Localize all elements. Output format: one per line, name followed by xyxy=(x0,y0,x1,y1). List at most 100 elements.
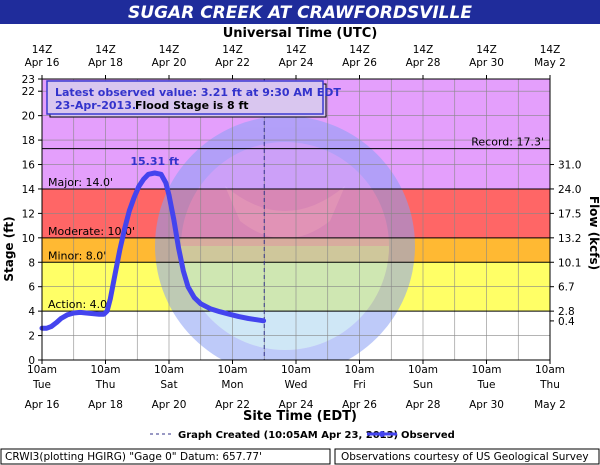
bottom-tick-date: Apr 16 xyxy=(25,399,60,411)
observed-point xyxy=(104,308,110,314)
threshold-label: Action: 4.0' xyxy=(48,298,110,311)
observed-point xyxy=(122,227,127,232)
y-tick-label: 20 xyxy=(22,111,35,123)
y2-tick-label: 2.8 xyxy=(558,306,575,318)
top-tick-date: Apr 20 xyxy=(152,57,187,69)
top-tick-label: 14Z xyxy=(222,44,243,56)
bottom-tick-date: Apr 20 xyxy=(152,399,187,411)
bottom-tick-day: Sun xyxy=(413,379,433,391)
observed-point xyxy=(171,217,176,222)
bottom-tick-date: Apr 28 xyxy=(406,399,441,411)
observed-point xyxy=(96,311,102,317)
observed-point xyxy=(49,324,54,329)
bottom-tick-time: 10am xyxy=(344,364,374,376)
observed-point xyxy=(158,172,164,177)
top-tick-date: Apr 16 xyxy=(25,57,60,69)
watermark-group xyxy=(155,116,415,360)
top-tick-label: 14Z xyxy=(159,44,180,56)
info-flood-stage: Flood Stage is 8 ft xyxy=(135,99,249,112)
observed-point xyxy=(254,317,259,322)
top-tick-label: 14Z xyxy=(413,44,434,56)
bottom-tick-time: 10am xyxy=(281,364,311,376)
flow-axis-ticks: 0.42.8 6.7 10.1 13.2 17.5 24.0 31.0 xyxy=(550,160,581,328)
y2-tick-label: 6.7 xyxy=(558,282,575,294)
chart-title: SUGAR CREEK AT CRAWFORDSVILLE xyxy=(128,3,472,23)
y-tick-label: 16 xyxy=(22,160,36,172)
y-axis-label: Stage (ft) xyxy=(2,216,16,281)
bottom-tick-time: 10am xyxy=(408,364,438,376)
bottom-tick-date: Apr 24 xyxy=(279,399,314,411)
bottom-tick-date: Apr 22 xyxy=(215,399,250,411)
top-tick-date: Apr 18 xyxy=(88,57,123,69)
observed-point xyxy=(71,310,76,316)
top-tick-date: Apr 24 xyxy=(279,57,314,69)
y2-tick-label: 13.2 xyxy=(558,233,581,245)
observed-point xyxy=(127,208,132,214)
top-tick-date: Apr 22 xyxy=(215,57,250,69)
info-latest-value: Latest observed value: 3.21 ft at 9:30 A… xyxy=(55,86,341,99)
footer-right: Observations courtesy of US Geological S… xyxy=(341,451,589,463)
y-tick-label: 23 xyxy=(22,74,35,86)
observed-point xyxy=(108,296,113,302)
bottom-tick-date: Apr 18 xyxy=(88,399,123,411)
observed-point xyxy=(112,272,118,277)
info-box: Latest observed value: 3.21 ft at 9:30 A… xyxy=(46,80,341,118)
observed-point xyxy=(185,284,191,289)
observed-point xyxy=(166,192,172,198)
bottom-tick-time: 10am xyxy=(535,364,565,376)
bottom-tick-day: Sat xyxy=(160,379,177,391)
bottom-tick-day: Thu xyxy=(95,379,116,391)
top-tick-label: 14Z xyxy=(32,44,53,56)
observed-point xyxy=(44,326,49,331)
bottom-tick-day: Tue xyxy=(477,379,496,391)
y-tick-label: 12 xyxy=(22,208,35,220)
observed-point xyxy=(217,309,222,314)
top-tick-date: May 2 xyxy=(534,57,566,69)
bottom-tick-day: Tue xyxy=(32,379,51,391)
threshold-label: Minor: 8.0' xyxy=(48,249,106,262)
bottom-tick-day: Thu xyxy=(539,379,560,391)
y-tick-label: 18 xyxy=(22,135,35,147)
observed-point xyxy=(146,172,151,177)
bottom-tick-time: 10am xyxy=(154,364,184,376)
y-tick-label: 14 xyxy=(22,184,36,196)
bottom-tick-date: May 2 xyxy=(534,399,566,411)
footer-right-box xyxy=(334,448,600,465)
watermark-bird xyxy=(225,186,345,239)
bottom-axis-ticks: 10am Tue Apr 16 10am Thu Apr 18 10am Sat Apr 20 1… xyxy=(25,360,566,411)
observed-point xyxy=(192,295,197,300)
observed-point xyxy=(77,310,83,315)
bottom-tick-date: Apr 30 xyxy=(469,399,504,411)
bottom-tick-day: Mon xyxy=(221,379,243,391)
observed-series: 15.31 ft xyxy=(39,155,267,331)
observed-point xyxy=(141,176,146,182)
observed-point xyxy=(58,316,64,321)
peak-label: 15.31 ft xyxy=(130,155,179,168)
y-tick-label: 4 xyxy=(28,306,35,318)
y-tick-label: 6 xyxy=(28,282,35,294)
observed-point xyxy=(136,184,142,189)
watermark-lower-half xyxy=(181,246,389,350)
bottom-tick-time: 10am xyxy=(217,364,247,376)
legend-observed-marker xyxy=(379,431,385,437)
observed-point xyxy=(84,310,89,316)
observed-point xyxy=(227,311,232,317)
legend: Graph Created (10:05AM Apr 23, 2013) Obs… xyxy=(150,430,455,441)
y2-tick-label: 31.0 xyxy=(558,160,581,172)
footer-left-box xyxy=(0,448,331,465)
legend-observed-label: Observed xyxy=(401,430,455,441)
observed-point xyxy=(101,311,107,317)
flood-thresholds: Record: 17.3' Major: 14.0' Moderate: 10.0'… xyxy=(42,136,550,312)
y2-tick-label: 0.4 xyxy=(558,316,575,328)
bottom-tick-time: 10am xyxy=(90,364,120,376)
observed-point xyxy=(236,314,242,319)
y-tick-label: 10 xyxy=(22,233,35,245)
observed-point xyxy=(117,247,122,253)
threshold-label: Major: 14.0' xyxy=(48,176,113,189)
footer-left: CRWI3(plotting HGIRG) "Gage 0" Datum: 65… xyxy=(5,451,262,463)
top-tick-date: Apr 28 xyxy=(406,57,441,69)
y2-axis-label: Flow (kcfs) xyxy=(587,196,600,270)
observed-point xyxy=(65,312,70,317)
threshold-label: Record: 17.3' xyxy=(471,136,544,149)
